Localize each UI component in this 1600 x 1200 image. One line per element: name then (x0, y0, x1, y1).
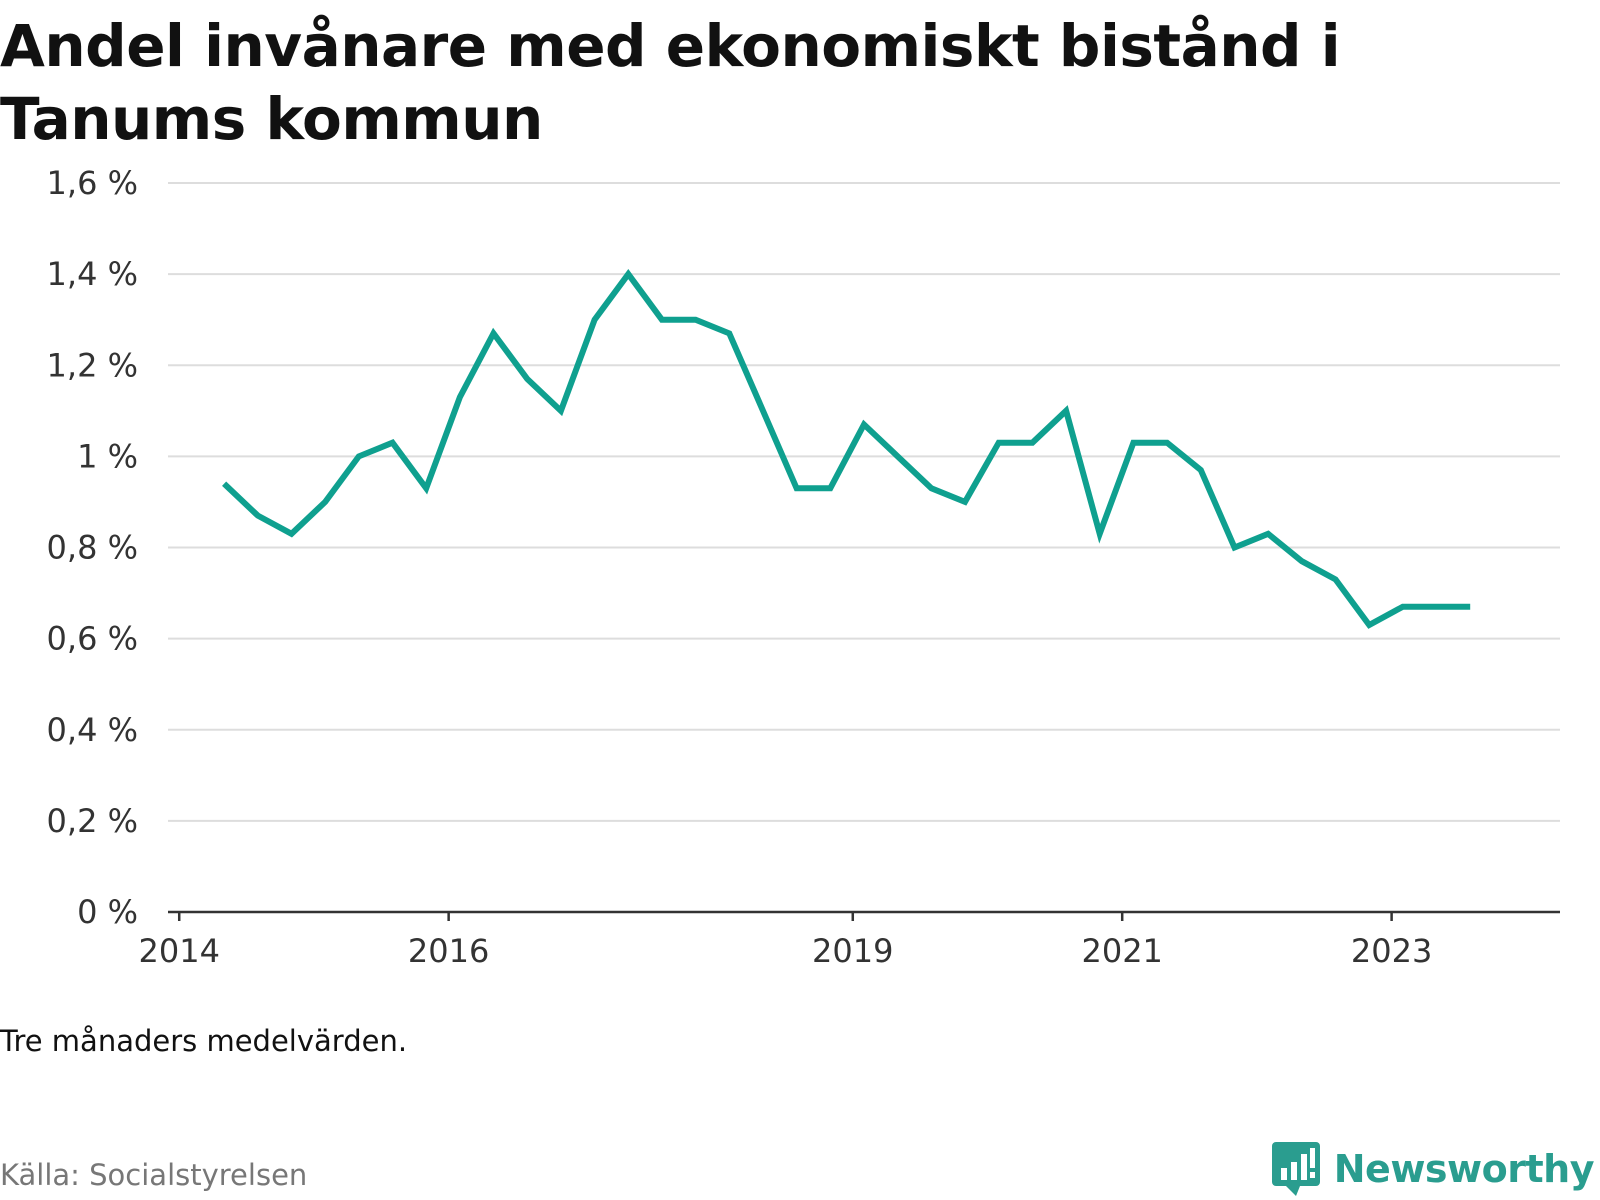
y-tick-label: 0,2 % (47, 802, 138, 840)
y-tick-label: 1,6 % (47, 165, 138, 202)
y-axis-labels: 0 % 0,2 % 0,4 % 0,6 % 0,8 % 1 % 1,2 % 1,4 % 1,6 … (47, 165, 138, 931)
y-tick-label: 0,6 % (47, 620, 138, 658)
x-tick-label: 2021 (1081, 932, 1162, 970)
brand-logo: Newsworthy (1270, 1140, 1595, 1198)
series-line (222, 269, 1471, 629)
x-axis: 2014 2016 2019 2021 2023 (139, 910, 1560, 970)
y-tick-label: 1 % (77, 437, 138, 475)
y-tick-label: 1,4 % (47, 255, 138, 293)
x-tick-label: 2023 (1351, 932, 1432, 970)
grid-lines (168, 182, 1560, 822)
chart-title: Andel invånare med ekonomiskt bistånd i … (0, 12, 1341, 153)
brand-name: Newsworthy (1333, 1147, 1595, 1191)
source-credit: Källa: Socialstyrelsen (0, 1158, 308, 1192)
chart-note: Tre månaders medelvärden. (0, 1024, 408, 1058)
y-tick-label: 0 % (77, 893, 138, 931)
y-tick-label: 1,2 % (47, 346, 138, 384)
x-tick-label: 2019 (812, 932, 893, 970)
x-tick-label: 2016 (408, 932, 489, 970)
y-tick-label: 0,8 % (47, 529, 138, 567)
y-tick-label: 0,4 % (47, 711, 138, 749)
bar-chart-speech-bubble-icon (1271, 1142, 1320, 1196)
x-tick-label: 2014 (139, 932, 220, 970)
line-chart: 0 % 0,2 % 0,4 % 0,6 % 0,8 % 1 % 1,2 % 1,4 % 1,6 … (47, 165, 1560, 970)
data-series (222, 269, 1471, 629)
